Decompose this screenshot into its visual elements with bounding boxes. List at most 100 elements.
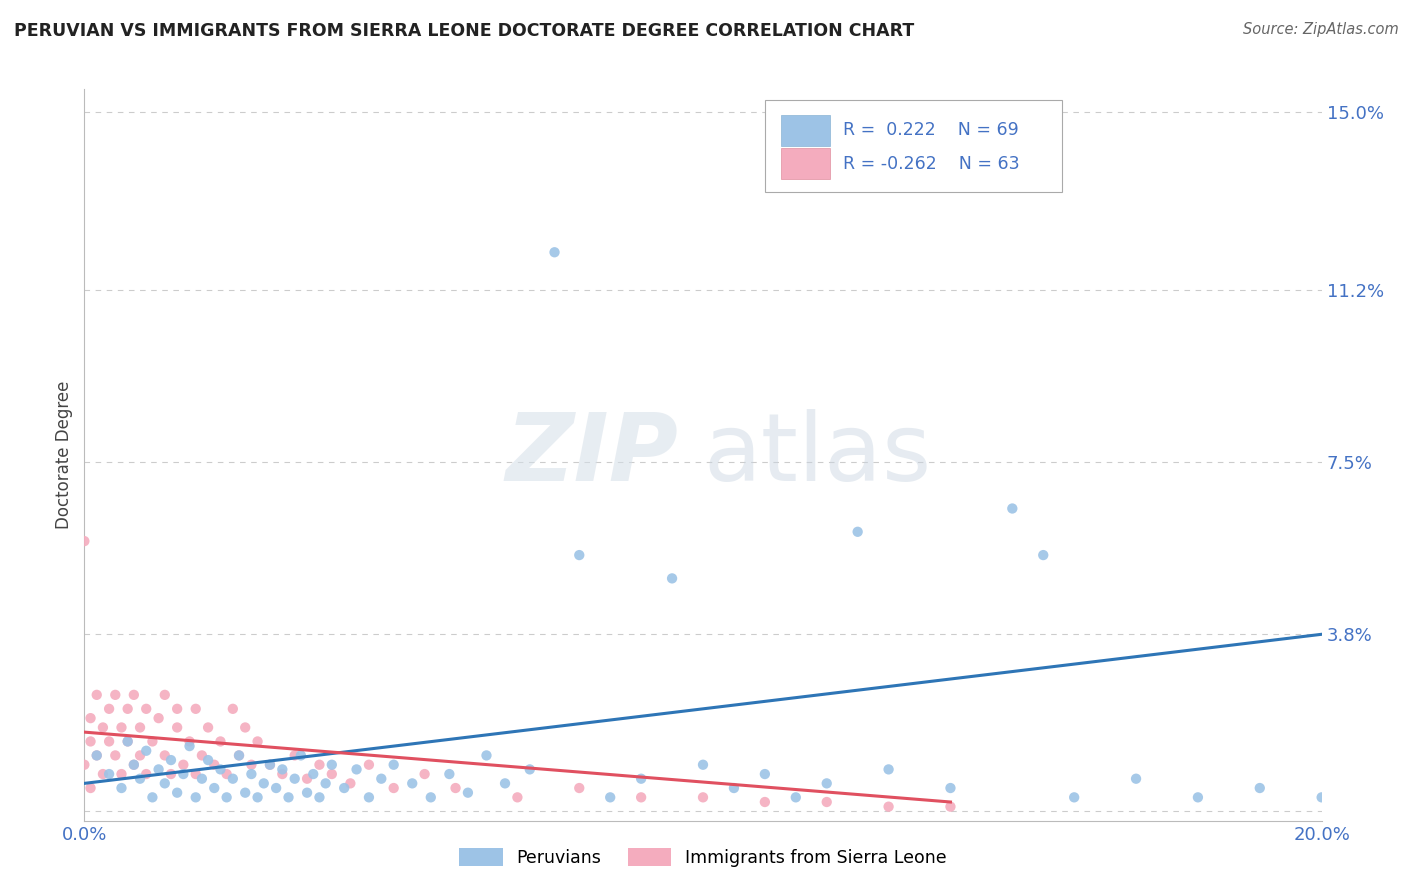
Point <box>160 767 183 781</box>
Point <box>166 721 188 735</box>
Point <box>215 767 238 781</box>
Point <box>79 734 101 748</box>
Point <box>73 534 96 549</box>
Point <box>166 702 188 716</box>
Point <box>73 757 96 772</box>
Point <box>568 548 591 562</box>
Point <box>457 786 479 800</box>
Text: R = -0.262    N = 63: R = -0.262 N = 63 <box>842 155 1019 173</box>
Point <box>630 790 652 805</box>
Point <box>308 757 330 772</box>
Point <box>98 702 121 716</box>
Point <box>86 748 108 763</box>
Point <box>110 721 132 735</box>
Point <box>240 757 263 772</box>
Text: ZIP: ZIP <box>505 409 678 501</box>
Point <box>135 767 157 781</box>
Point <box>79 711 101 725</box>
Point <box>1310 790 1333 805</box>
Point <box>184 767 207 781</box>
Point <box>117 734 139 748</box>
Point <box>444 780 467 795</box>
Point <box>148 711 170 725</box>
Point <box>222 772 245 786</box>
Point <box>543 245 565 260</box>
Point <box>321 767 343 781</box>
Point <box>259 757 281 772</box>
Point <box>141 734 163 748</box>
Point <box>475 748 498 763</box>
Point <box>233 786 256 800</box>
Point <box>129 721 152 735</box>
Text: atlas: atlas <box>703 409 931 501</box>
Point <box>333 780 356 795</box>
Point <box>785 790 807 805</box>
Point <box>271 767 294 781</box>
Point <box>117 702 139 716</box>
Point <box>172 767 194 781</box>
Point <box>197 721 219 735</box>
Legend: Peruvians, Immigrants from Sierra Leone: Peruvians, Immigrants from Sierra Leone <box>453 841 953 874</box>
Point <box>302 767 325 781</box>
Point <box>1249 780 1271 795</box>
Point <box>122 688 145 702</box>
Point <box>86 748 108 763</box>
Point <box>382 780 405 795</box>
Point <box>259 757 281 772</box>
Point <box>209 734 232 748</box>
Point <box>160 753 183 767</box>
Point <box>339 776 361 790</box>
Point <box>104 748 127 763</box>
Point <box>692 757 714 772</box>
Point <box>129 748 152 763</box>
Point <box>877 799 900 814</box>
Point <box>271 763 294 777</box>
Point <box>599 790 621 805</box>
Point <box>370 772 392 786</box>
Point <box>240 767 263 781</box>
Point <box>630 772 652 786</box>
Point <box>104 688 127 702</box>
Point <box>357 790 380 805</box>
Point <box>321 757 343 772</box>
FancyBboxPatch shape <box>765 100 1062 192</box>
Point <box>86 688 108 702</box>
Point <box>846 524 869 539</box>
Point <box>141 790 163 805</box>
FancyBboxPatch shape <box>780 115 831 145</box>
Point <box>153 688 176 702</box>
Point <box>91 721 114 735</box>
Point <box>135 744 157 758</box>
Point <box>939 799 962 814</box>
Point <box>494 776 516 790</box>
Point <box>98 734 121 748</box>
Point <box>117 734 139 748</box>
Point <box>723 780 745 795</box>
Point <box>122 757 145 772</box>
Point <box>877 763 900 777</box>
Y-axis label: Doctorate Degree: Doctorate Degree <box>55 381 73 529</box>
Point <box>209 763 232 777</box>
FancyBboxPatch shape <box>780 148 831 179</box>
Point <box>308 790 330 805</box>
Point <box>172 757 194 772</box>
Point <box>1001 501 1024 516</box>
Point <box>295 786 318 800</box>
Point <box>184 790 207 805</box>
Point <box>439 767 461 781</box>
Point <box>284 772 307 786</box>
Point <box>246 734 269 748</box>
Point <box>129 772 152 786</box>
Point <box>191 772 214 786</box>
Point <box>153 776 176 790</box>
Point <box>253 776 276 790</box>
Point <box>197 753 219 767</box>
Point <box>382 757 405 772</box>
Point <box>222 702 245 716</box>
Point <box>315 776 337 790</box>
Point <box>568 780 591 795</box>
Text: PERUVIAN VS IMMIGRANTS FROM SIERRA LEONE DOCTORATE DEGREE CORRELATION CHART: PERUVIAN VS IMMIGRANTS FROM SIERRA LEONE… <box>14 22 914 40</box>
Text: Source: ZipAtlas.com: Source: ZipAtlas.com <box>1243 22 1399 37</box>
Point <box>91 767 114 781</box>
Point <box>413 767 436 781</box>
